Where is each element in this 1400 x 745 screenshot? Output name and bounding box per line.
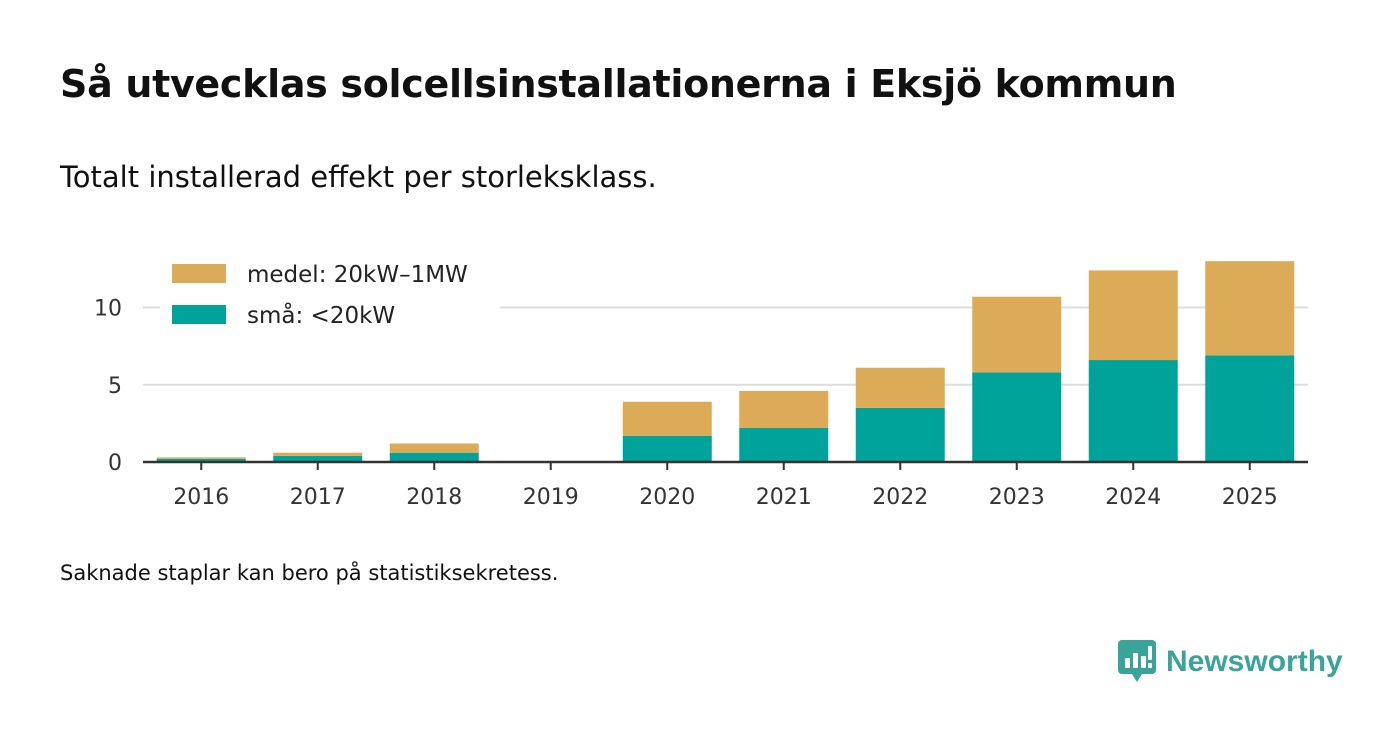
x-tick-label: 2016 bbox=[173, 485, 229, 510]
bar-medel-2024 bbox=[1088, 270, 1178, 361]
chart-title: Så utvecklas solcellsinstallationerna i … bbox=[60, 62, 1177, 106]
bar-medel-2017 bbox=[273, 452, 363, 456]
bars bbox=[156, 261, 1295, 462]
bar-sma-2020 bbox=[622, 435, 712, 462]
bar-sma-2016 bbox=[156, 458, 246, 462]
brand-name: Newsworthy bbox=[1166, 645, 1343, 678]
legend-label: små: <20kW bbox=[247, 301, 395, 329]
bar-medel-2022 bbox=[855, 367, 945, 408]
x-tick-label: 2020 bbox=[639, 485, 695, 510]
legend-swatch bbox=[172, 264, 226, 283]
y-tick-label: 0 bbox=[108, 451, 122, 476]
chart-subtitle: Totalt installerad effekt per storlekskl… bbox=[60, 160, 657, 194]
bar-medel-2021 bbox=[739, 390, 829, 429]
newsworthy-logo-icon bbox=[1118, 640, 1156, 682]
x-tick-label: 2019 bbox=[523, 485, 579, 510]
x-tick-label: 2025 bbox=[1222, 485, 1278, 510]
y-tick-label: 10 bbox=[94, 297, 122, 322]
bar-sma-2023 bbox=[972, 372, 1062, 462]
bar-sma-2024 bbox=[1088, 360, 1178, 462]
bar-sma-2017 bbox=[273, 455, 363, 462]
x-tick-label: 2021 bbox=[756, 485, 812, 510]
x-tick-label: 2023 bbox=[989, 485, 1045, 510]
footnote: Saknade staplar kan bero på statistiksek… bbox=[60, 561, 559, 585]
bar-medel-2020 bbox=[622, 401, 712, 436]
x-tick-label: 2022 bbox=[872, 485, 928, 510]
bar-medel-2018 bbox=[389, 443, 479, 453]
bar-medel-2023 bbox=[972, 296, 1062, 373]
bar-sma-2025 bbox=[1205, 355, 1295, 462]
bar-sma-2018 bbox=[389, 452, 479, 462]
x-tick-label: 2024 bbox=[1105, 485, 1161, 510]
legend: medel: 20kW–1MW små: <20kW bbox=[160, 252, 500, 337]
y-tick-label: 5 bbox=[108, 374, 122, 399]
legend-swatch bbox=[172, 305, 226, 324]
bar-medel-2025 bbox=[1205, 261, 1295, 356]
bar-sma-2022 bbox=[855, 407, 945, 462]
x-tick-label: 2017 bbox=[290, 485, 346, 510]
axes: 0 5 10 2016 2017 2018 2019 2020 2021 2022 2023 2024… bbox=[94, 297, 1308, 510]
bar-sma-2021 bbox=[739, 428, 829, 462]
brand: Newsworthy bbox=[1118, 640, 1343, 684]
bar-medel-2016 bbox=[156, 457, 246, 459]
legend-label: medel: 20kW–1MW bbox=[247, 262, 468, 288]
x-tick-label: 2018 bbox=[406, 485, 462, 510]
